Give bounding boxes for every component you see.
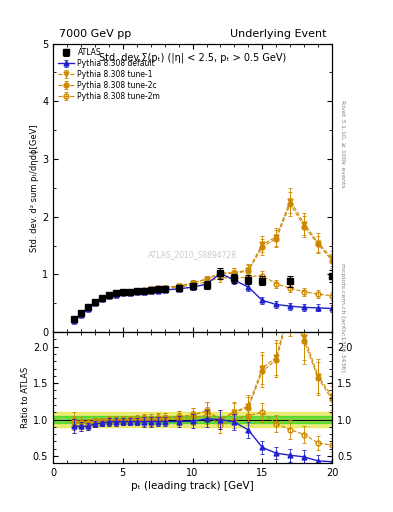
Text: 7000 GeV pp: 7000 GeV pp <box>59 29 131 39</box>
Bar <box>53 416 332 423</box>
X-axis label: pₜ (leading track) [GeV]: pₜ (leading track) [GeV] <box>131 481 254 491</box>
Bar <box>53 412 332 427</box>
Legend: ATLAS, Pythia 8.308 default, Pythia 8.308 tune-1, Pythia 8.308 tune-2c, Pythia 8: ATLAS, Pythia 8.308 default, Pythia 8.30… <box>56 47 162 102</box>
Text: Rivet 3.1.10, ≥ 100k events: Rivet 3.1.10, ≥ 100k events <box>340 99 345 187</box>
Text: mcplots.cern.ch [arXiv:1306.3436]: mcplots.cern.ch [arXiv:1306.3436] <box>340 263 345 372</box>
Text: Underlying Event: Underlying Event <box>230 29 327 39</box>
Y-axis label: Ratio to ATLAS: Ratio to ATLAS <box>21 367 30 429</box>
Text: Std. dev.Σ(pₜ) (|η| < 2.5, pₜ > 0.5 GeV): Std. dev.Σ(pₜ) (|η| < 2.5, pₜ > 0.5 GeV) <box>99 52 286 62</box>
Y-axis label: Std. dev. d² sum pₜ/dηdϕ[GeV]: Std. dev. d² sum pₜ/dηdϕ[GeV] <box>30 124 39 252</box>
Text: ATLAS_2010_S8894728: ATLAS_2010_S8894728 <box>148 250 237 259</box>
